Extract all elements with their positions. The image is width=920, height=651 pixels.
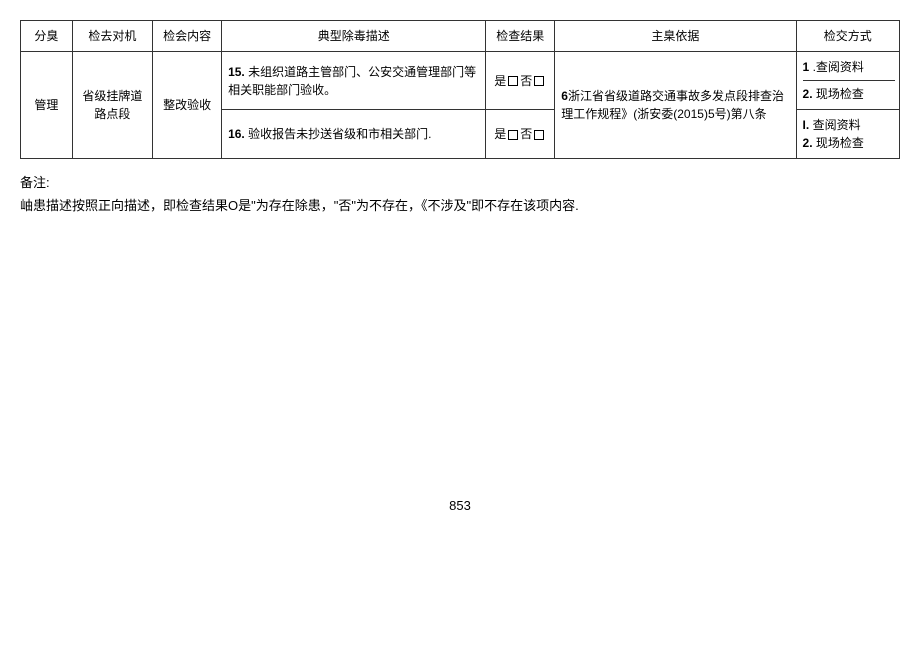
document-page: 分臭 检去对机 检会内容 典型除毒描述 检查结果 主臬依据 检交方式 管理 省级… (20, 20, 900, 513)
remark-text: 岫患描述按照正向描述，即检查结果O是"为存在除患，"否"为不存在，《不涉及"即不… (20, 194, 900, 217)
result-yes-label: 是 (494, 127, 506, 141)
remark-label: 备注: (20, 171, 900, 194)
table-row: 管理 省级挂牌道路点段 整改验收 15. 未组织道路主管部门、公安交通管理部门等… (21, 52, 900, 110)
method-num-1: I. (803, 118, 810, 132)
cell-target: 省级挂牌道路点段 (72, 52, 152, 159)
result-yes-label: 是 (494, 74, 506, 88)
method-text-1: .查阅资料 (813, 60, 864, 74)
cell-description: 16. 验收报告未抄送省级和市相关部门. (222, 110, 486, 159)
table-header-row: 分臭 检去对机 检会内容 典型除毒描述 检查结果 主臬依据 检交方式 (21, 21, 900, 52)
header-description: 典型除毒描述 (222, 21, 486, 52)
checkbox-yes[interactable] (508, 76, 518, 86)
method-num-2: 2. (803, 87, 813, 101)
basis-number: 6 (561, 89, 568, 103)
inspection-table: 分臭 检去对机 检会内容 典型除毒描述 检查结果 主臬依据 检交方式 管理 省级… (20, 20, 900, 159)
method-text-1: 查阅资料 (813, 118, 861, 132)
header-method: 检交方式 (796, 21, 899, 52)
method-num-2: 2. (803, 136, 813, 150)
cell-method: 1 .查阅资料 2. 现场检查 (796, 52, 899, 110)
cell-basis: 6浙江省省级道路交通事故多发点段排查治理工作规程》(浙安委(2015)5号)第八… (555, 52, 796, 159)
method-text-2: 现场检查 (816, 87, 864, 101)
checkbox-no[interactable] (534, 130, 544, 140)
header-category: 分臭 (21, 21, 73, 52)
page-number: 853 (20, 498, 900, 513)
header-basis: 主臬依据 (555, 21, 796, 52)
desc-text: 验收报告未抄送省级和市相关部门. (248, 127, 431, 141)
header-result: 检查结果 (486, 21, 555, 52)
desc-text: 未组织道路主管部门、公安交通管理部门等相关职能部门验收。 (228, 65, 476, 97)
cell-content: 整改验收 (153, 52, 222, 159)
checkbox-yes[interactable] (508, 130, 518, 140)
cell-result: 是否 (486, 110, 555, 159)
header-target: 检去对机 (72, 21, 152, 52)
checkbox-no[interactable] (534, 76, 544, 86)
cell-method: I. 查阅资料 2. 现场检查 (796, 110, 899, 159)
basis-text: 浙江省省级道路交通事故多发点段排查治理工作规程》(浙安委(2015)5号)第八条 (561, 89, 784, 121)
cell-result: 是否 (486, 52, 555, 110)
result-no-label: 否 (520, 127, 532, 141)
cell-category: 管理 (21, 52, 73, 159)
desc-number: 15. (228, 65, 245, 79)
cell-description: 15. 未组织道路主管部门、公安交通管理部门等相关职能部门验收。 (222, 52, 486, 110)
remark-section: 备注: 岫患描述按照正向描述，即检查结果O是"为存在除患，"否"为不存在，《不涉… (20, 171, 900, 218)
method-num-1: 1 (803, 60, 810, 74)
method-text-2: 现场检查 (816, 136, 864, 150)
header-content: 检会内容 (153, 21, 222, 52)
desc-number: 16. (228, 127, 245, 141)
result-no-label: 否 (520, 74, 532, 88)
